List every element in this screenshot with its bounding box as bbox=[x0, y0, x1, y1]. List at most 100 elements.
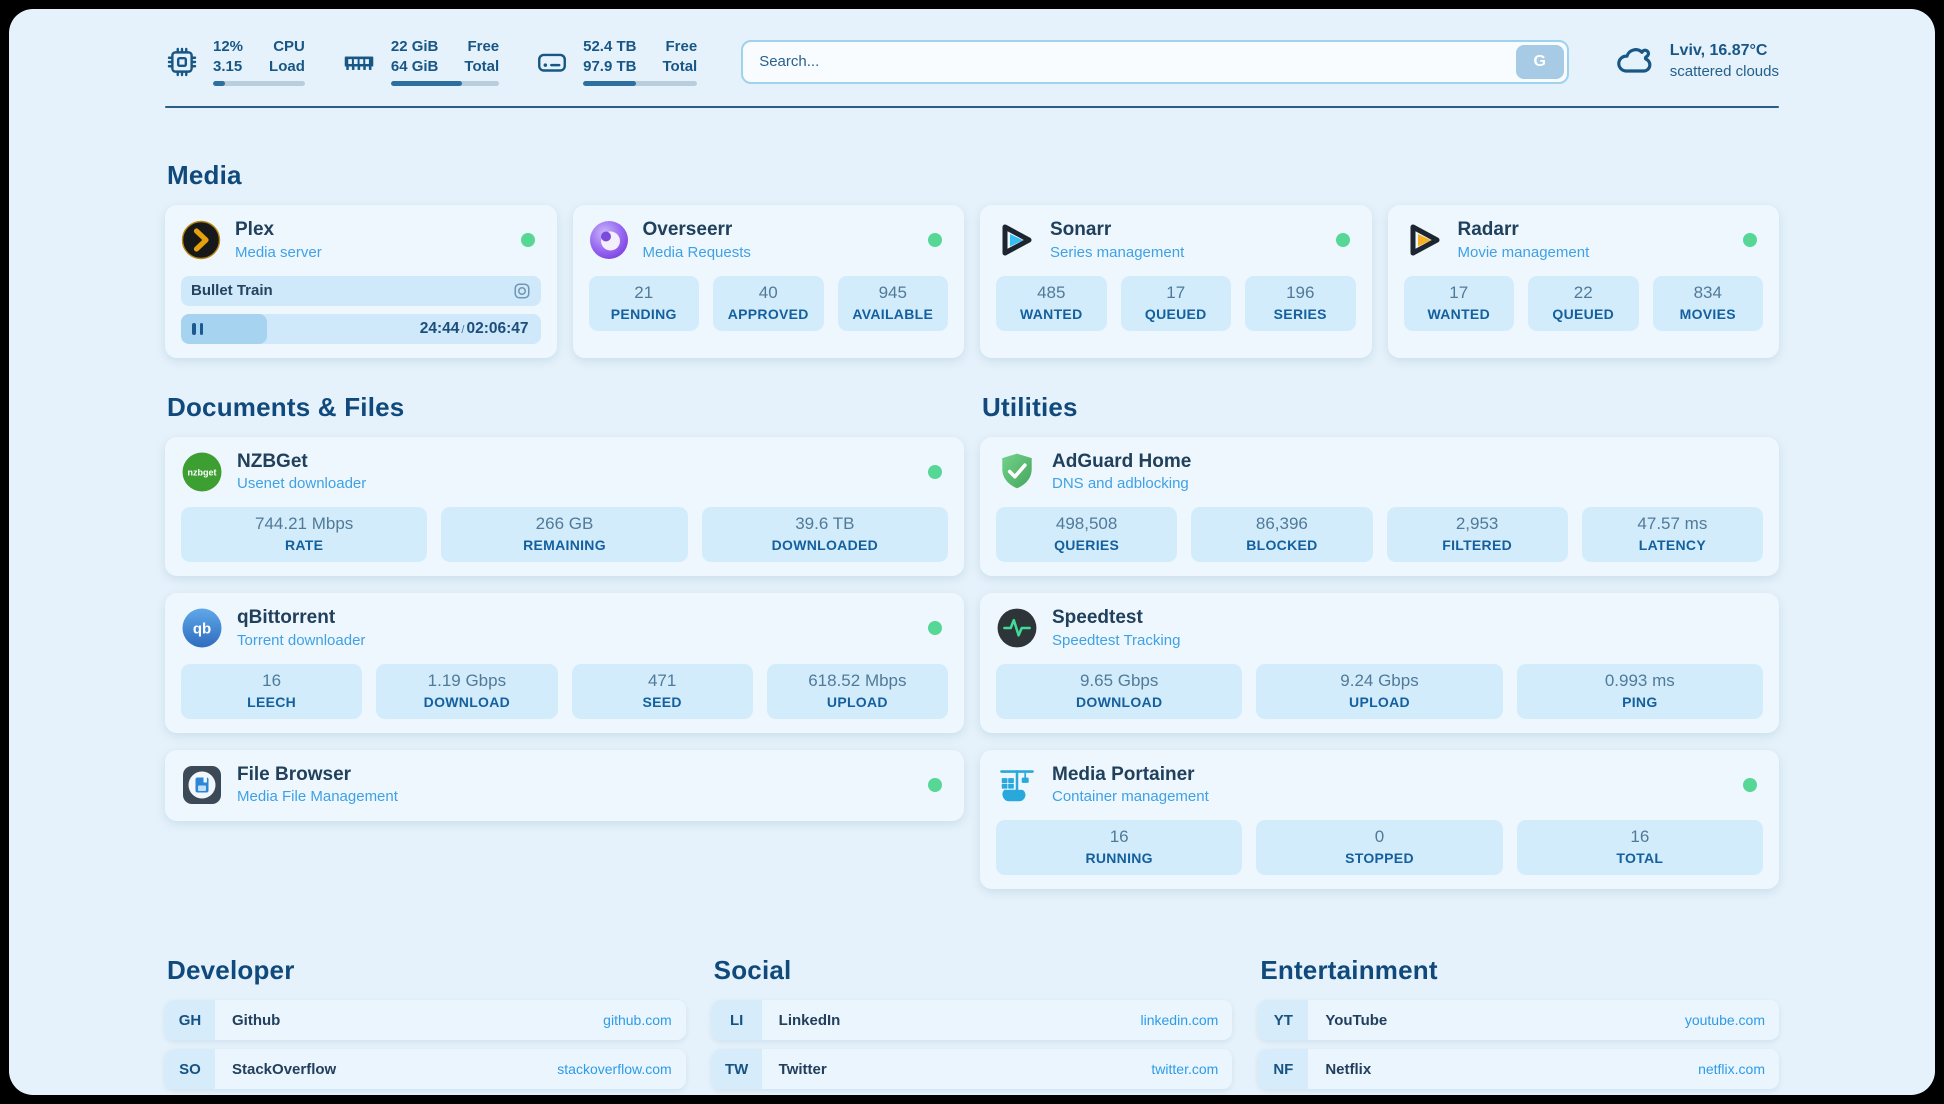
bookmark-url: linkedin.com bbox=[1140, 1012, 1219, 1028]
stat-remaining: 266 GB REMAINING bbox=[441, 507, 688, 562]
app-card-overseerr[interactable]: Overseerr Media Requests 21 PENDING 40 A… bbox=[572, 205, 964, 358]
stat-leech: 16 LEECH bbox=[181, 663, 363, 719]
pause-icon bbox=[192, 322, 203, 335]
section-header-entertainment: Entertainment bbox=[1260, 955, 1438, 985]
bookmark-name: StackOverflow bbox=[232, 1060, 337, 1078]
cloud-icon bbox=[1613, 41, 1657, 81]
stat-movies: 834 MOVIES bbox=[1652, 275, 1763, 331]
cpu-metric: 12% 3.15 CPU Load bbox=[165, 37, 305, 86]
cpu-progressbar bbox=[213, 81, 305, 86]
app-card-nzbget[interactable]: nzbget NZBGet Usenet downloader 744.21 M… bbox=[165, 436, 964, 576]
status-dot bbox=[1743, 233, 1757, 248]
bookmark-section-entertainment: Entertainment YT YouTube youtube.com NF … bbox=[1258, 955, 1779, 1095]
weather-condition: scattered clouds bbox=[1669, 63, 1779, 81]
sonarr-logo-icon bbox=[996, 220, 1036, 260]
cpu-loadavg: 3.15 bbox=[213, 57, 243, 75]
app-card-radarr[interactable]: Radarr Movie management 17 WANTED 22 QUE… bbox=[1387, 205, 1779, 358]
app-title: Overseerr bbox=[642, 219, 733, 240]
bookmark-name: Github bbox=[232, 1011, 281, 1029]
bookmark-twitter[interactable]: TW Twitter twitter.com bbox=[711, 1049, 1233, 1089]
status-dot bbox=[1743, 777, 1757, 792]
stat-upload: 9.24 Gbps UPLOAD bbox=[1256, 663, 1503, 719]
topbar: 12% 3.15 CPU Load bbox=[165, 37, 1779, 86]
stat-pending: 21 PENDING bbox=[588, 275, 699, 331]
ram-metric: 22 GiB 64 GiB Free Total bbox=[341, 37, 500, 86]
bookmark-abbr: NF bbox=[1258, 1049, 1309, 1089]
bookmark-stackoverflow[interactable]: SO StackOverflow stackoverflow.com bbox=[165, 1049, 686, 1089]
app-card-portainer[interactable]: Media Portainer Container management 16 … bbox=[980, 749, 1779, 889]
search-bar: G bbox=[741, 39, 1569, 84]
stat-queued: 22 QUEUED bbox=[1528, 275, 1639, 331]
app-card-qbittorrent[interactable]: qb qBittorrent Torrent downloader 16 LEE… bbox=[165, 593, 964, 733]
bookmark-name: YouTube bbox=[1325, 1011, 1388, 1029]
bookmark-url: twitter.com bbox=[1151, 1061, 1219, 1077]
ram-label-2: Total bbox=[464, 57, 500, 75]
status-dot bbox=[928, 233, 942, 248]
ram-total: 64 GiB bbox=[390, 57, 439, 75]
app-card-adguard[interactable]: AdGuard Home DNS and adblocking 498,508 … bbox=[980, 436, 1779, 576]
bookmark-abbr: SO bbox=[165, 1049, 215, 1089]
speedtest-logo-icon bbox=[996, 607, 1038, 649]
disk-icon bbox=[535, 45, 569, 79]
stat-downloaded: 39.6 TB DOWNLOADED bbox=[701, 507, 948, 562]
app-subtitle: Media server bbox=[235, 243, 322, 261]
plex-session-title: Bullet Train bbox=[191, 282, 273, 299]
bookmark-youtube[interactable]: YT YouTube youtube.com bbox=[1258, 1000, 1779, 1040]
stat-latency: 47.57 ms LATENCY bbox=[1581, 507, 1763, 562]
bookmark-abbr: LI bbox=[711, 1000, 762, 1040]
svg-text:nzbget: nzbget bbox=[188, 467, 217, 477]
disk-label-1: Free bbox=[665, 38, 698, 55]
bookmark-url: youtube.com bbox=[1684, 1012, 1765, 1028]
disk-progressbar bbox=[583, 81, 698, 86]
plex-playback-bar: 24:44/02:06:47 bbox=[181, 313, 541, 344]
app-card-plex[interactable]: Plex Media server Bullet Train bbox=[165, 205, 557, 358]
status-dot bbox=[928, 777, 942, 792]
app-title: Radarr bbox=[1457, 219, 1519, 240]
bookmark-name: LinkedIn bbox=[778, 1011, 841, 1029]
stat-queued: 17 QUEUED bbox=[1120, 275, 1231, 331]
portainer-logo-icon bbox=[996, 764, 1038, 806]
bookmark-abbr: YT bbox=[1258, 1000, 1309, 1040]
app-card-sonarr[interactable]: Sonarr Series management 485 WANTED 17 Q… bbox=[980, 205, 1372, 358]
plex-playback-time: 24:44/02:06:47 bbox=[419, 319, 529, 337]
stat-download: 1.19 Gbps DOWNLOAD bbox=[376, 663, 558, 719]
ram-free: 22 GiB bbox=[390, 38, 439, 55]
search-input[interactable] bbox=[741, 39, 1569, 84]
app-title: Sonarr bbox=[1050, 219, 1112, 240]
bookmark-name: Netflix bbox=[1325, 1060, 1372, 1078]
app-title: AdGuard Home bbox=[1052, 450, 1192, 472]
stat-seed: 471 SEED bbox=[571, 663, 753, 719]
ram-icon bbox=[341, 45, 377, 79]
status-dot bbox=[520, 233, 535, 248]
search-provider-button[interactable]: G bbox=[1515, 44, 1564, 79]
overseerr-logo-icon bbox=[589, 220, 629, 260]
stat-blocked: 86,396 BLOCKED bbox=[1191, 507, 1373, 562]
ram-progressbar bbox=[390, 81, 500, 86]
system-metrics: 12% 3.15 CPU Load bbox=[165, 37, 698, 86]
app-card-filebrowser[interactable]: File Browser Media File Management bbox=[165, 749, 964, 821]
stat-download: 9.65 Gbps DOWNLOAD bbox=[996, 663, 1243, 719]
app-card-speedtest[interactable]: Speedtest Speedtest Tracking 9.65 Gbps D… bbox=[980, 593, 1779, 733]
session-view-icon[interactable] bbox=[513, 282, 531, 300]
bookmark-url: github.com bbox=[603, 1012, 672, 1028]
bookmark-section-social: Social LI LinkedIn linkedin.com TW Twitt… bbox=[711, 955, 1233, 1095]
app-subtitle: Media File Management bbox=[237, 788, 398, 806]
plex-logo-icon bbox=[181, 220, 221, 260]
cpu-percent: 12% bbox=[213, 38, 244, 55]
section-header-documents: Documents & Files bbox=[167, 391, 405, 422]
cpu-label-1: CPU bbox=[273, 38, 305, 55]
stat-stopped: 0 STOPPED bbox=[1256, 820, 1503, 875]
bookmark-netflix[interactable]: NF Netflix netflix.com bbox=[1258, 1049, 1779, 1089]
bookmark-linkedin[interactable]: LI LinkedIn linkedin.com bbox=[711, 1000, 1233, 1040]
ram-label-1: Free bbox=[467, 38, 500, 55]
stat-filtered: 2,953 FILTERED bbox=[1386, 507, 1568, 562]
section-header-utilities: Utilities bbox=[982, 391, 1078, 422]
bookmark-github[interactable]: GH Github github.com bbox=[165, 1000, 686, 1040]
bookmark-abbr: GH bbox=[165, 1000, 215, 1040]
stat-wanted: 17 WANTED bbox=[1403, 275, 1514, 331]
app-subtitle: Media Requests bbox=[642, 243, 751, 261]
bookmark-url: stackoverflow.com bbox=[557, 1061, 672, 1077]
qbittorrent-logo-icon: qb bbox=[181, 607, 223, 649]
status-dot bbox=[928, 621, 942, 636]
topbar-divider bbox=[165, 106, 1779, 108]
